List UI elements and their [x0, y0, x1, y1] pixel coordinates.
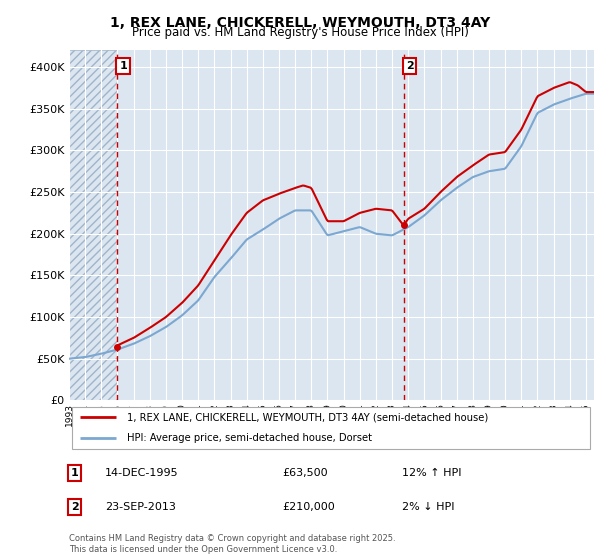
Text: 2: 2 [406, 61, 413, 71]
Text: 23-SEP-2013: 23-SEP-2013 [105, 502, 176, 512]
Text: Price paid vs. HM Land Registry's House Price Index (HPI): Price paid vs. HM Land Registry's House … [131, 26, 469, 39]
Text: £63,500: £63,500 [282, 468, 328, 478]
Text: 2% ↓ HPI: 2% ↓ HPI [402, 502, 455, 512]
Text: 12% ↑ HPI: 12% ↑ HPI [402, 468, 461, 478]
Text: 1: 1 [119, 61, 127, 71]
Text: 14-DEC-1995: 14-DEC-1995 [105, 468, 179, 478]
FancyBboxPatch shape [71, 407, 590, 449]
Text: 1, REX LANE, CHICKERELL, WEYMOUTH, DT3 4AY: 1, REX LANE, CHICKERELL, WEYMOUTH, DT3 4… [110, 16, 490, 30]
Text: HPI: Average price, semi-detached house, Dorset: HPI: Average price, semi-detached house,… [127, 433, 372, 444]
Text: Contains HM Land Registry data © Crown copyright and database right 2025.
This d: Contains HM Land Registry data © Crown c… [69, 534, 395, 554]
Text: 2: 2 [71, 502, 79, 512]
Text: 1, REX LANE, CHICKERELL, WEYMOUTH, DT3 4AY (semi-detached house): 1, REX LANE, CHICKERELL, WEYMOUTH, DT3 4… [127, 412, 488, 422]
Text: £210,000: £210,000 [282, 502, 335, 512]
Text: 1: 1 [71, 468, 79, 478]
